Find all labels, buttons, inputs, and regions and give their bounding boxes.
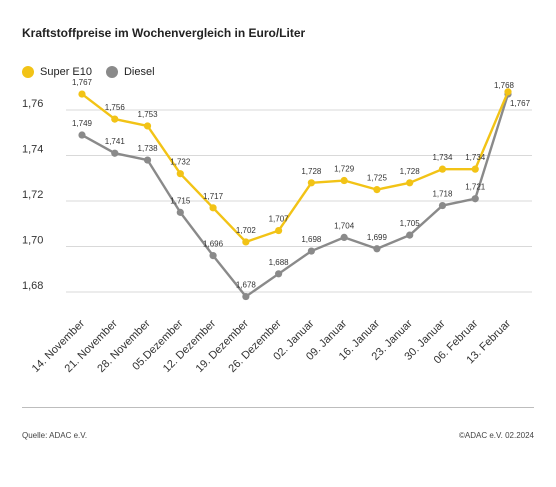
data-point-diesel	[242, 292, 250, 301]
chart-title: Kraftstoffpreise im Wochenvergleich in E…	[22, 26, 306, 40]
data-point-diesel	[373, 245, 381, 253]
data-label-diesel: 1,705	[400, 219, 421, 228]
data-point-diesel	[438, 201, 447, 210]
y-tick-label: 1,76	[22, 98, 43, 110]
data-label-diesel: 1,698	[301, 235, 322, 244]
series-line-super-e10	[81, 91, 510, 244]
data-point-super-e10	[78, 90, 86, 98]
data-label-diesel: 1,749	[72, 119, 93, 128]
legend-item-super-e10: Super E10	[22, 66, 92, 78]
data-label-super-e10: 1,717	[203, 192, 224, 201]
data-point-diesel	[471, 195, 479, 203]
data-point-diesel	[209, 252, 217, 260]
y-tick-label: 1,74	[22, 144, 43, 156]
data-label-diesel: 1,767	[510, 99, 531, 108]
data-point-super-e10	[111, 115, 119, 123]
footer-divider	[22, 407, 534, 408]
data-label-diesel: 1,718	[432, 190, 453, 199]
data-label-super-e10: 1,734	[432, 153, 453, 162]
data-point-super-e10	[143, 122, 152, 130]
data-point-super-e10	[471, 165, 479, 173]
data-point-diesel	[406, 231, 414, 239]
data-point-super-e10	[176, 170, 184, 178]
data-label-super-e10: 1,702	[236, 226, 257, 235]
data-point-diesel	[111, 149, 119, 157]
data-label-super-e10: 1,768	[494, 81, 515, 90]
legend: Super E10 Diesel	[22, 66, 169, 78]
data-point-diesel	[275, 270, 283, 278]
data-label-super-e10: 1,707	[269, 215, 290, 224]
data-point-super-e10	[504, 88, 512, 96]
legend-swatch-diesel	[105, 66, 118, 78]
data-label-diesel: 1,715	[170, 196, 191, 205]
data-point-super-e10	[275, 226, 283, 235]
legend-swatch-super-e10	[22, 66, 34, 78]
data-point-super-e10	[242, 238, 250, 246]
legend-label-diesel: Diesel	[123, 66, 155, 78]
data-label-super-e10: 1,767	[72, 78, 93, 87]
data-point-diesel	[307, 247, 315, 255]
data-label-diesel: 1,688	[269, 258, 290, 267]
source-note: Quelle: ADAC e.V.	[22, 431, 88, 440]
data-label-super-e10: 1,725	[367, 174, 388, 183]
data-label-super-e10: 1,729	[334, 165, 355, 174]
data-label-super-e10: 1,753	[138, 110, 159, 119]
data-point-diesel	[143, 156, 152, 164]
data-point-diesel	[340, 233, 348, 241]
data-point-super-e10	[406, 179, 414, 187]
data-label-super-e10: 1,728	[400, 167, 421, 176]
data-point-super-e10	[209, 204, 217, 212]
data-point-super-e10	[307, 179, 315, 187]
data-label-diesel: 1,699	[367, 233, 388, 242]
data-label-diesel: 1,704	[334, 221, 355, 230]
series-line-diesel	[81, 93, 510, 298]
data-label-super-e10: 1,734	[465, 153, 486, 162]
data-label-super-e10: 1,728	[301, 167, 322, 176]
data-point-diesel	[176, 208, 184, 216]
data-point-diesel	[78, 131, 86, 139]
data-label-diesel: 1,738	[138, 144, 159, 153]
legend-label-super-e10: Super E10	[40, 66, 92, 78]
data-point-super-e10	[373, 186, 381, 194]
data-label-diesel: 1,721	[465, 183, 486, 192]
data-label-diesel: 1,678	[236, 281, 257, 290]
data-label-super-e10: 1,732	[170, 158, 191, 167]
y-tick-label: 1,72	[22, 189, 43, 201]
data-point-super-e10	[438, 165, 447, 173]
data-point-super-e10	[340, 176, 348, 185]
data-label-diesel: 1,741	[105, 137, 126, 146]
data-label-diesel: 1,696	[203, 240, 224, 249]
copyright-note: ©ADAC e.V. 02.2024	[459, 431, 534, 440]
data-label-super-e10: 1,756	[105, 103, 126, 112]
y-tick-label: 1,70	[22, 235, 43, 247]
y-tick-label: 1,68	[22, 280, 43, 292]
legend-item-diesel: Diesel	[105, 66, 155, 78]
